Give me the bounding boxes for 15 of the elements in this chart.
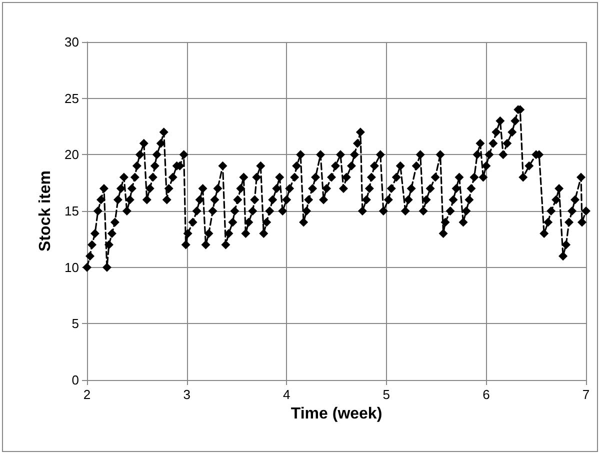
x-axis-title: Time (week) — [290, 405, 382, 422]
x-tick-label: 3 — [183, 387, 190, 402]
x-tick-label: 7 — [582, 387, 590, 402]
y-tick-label: 30 — [64, 34, 79, 50]
x-tick-label: 6 — [482, 387, 490, 402]
y-tick-label: 10 — [64, 260, 79, 275]
y-tick-label: 0 — [72, 372, 79, 388]
y-axis-title: Stock item — [37, 170, 54, 252]
x-tick-label: 2 — [83, 387, 91, 402]
y-tick-label: 20 — [64, 147, 79, 162]
y-tick-label: 15 — [64, 204, 79, 218]
x-tick-label: 4 — [282, 387, 290, 402]
y-tick-label: 5 — [72, 316, 79, 332]
y-tick-label: 25 — [64, 90, 79, 106]
x-tick-label: 5 — [382, 387, 390, 402]
